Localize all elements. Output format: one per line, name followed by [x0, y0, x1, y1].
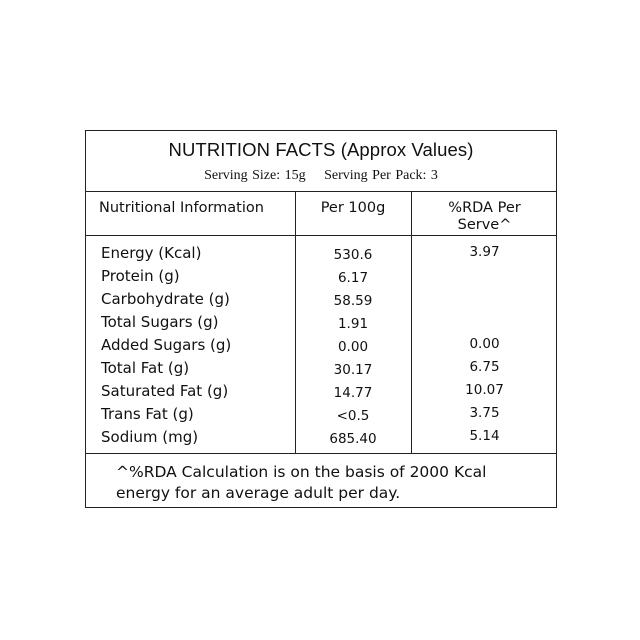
footnote-line1: ^%RDA Calculation is on the basis of 200… [116, 463, 487, 481]
header-rda-per-serve: %RDA Per Serve^ [412, 200, 557, 234]
rda-footnote: ^%RDA Calculation is on the basis of 200… [116, 462, 542, 504]
column-divider-1 [295, 191, 296, 453]
column-divider-2 [411, 191, 412, 453]
nutrient-rda: 6.75 [469, 359, 500, 375]
serving-size: Serving Size: 15g [204, 168, 306, 183]
nutrient-row: Added Sugars (g) 0.00 0.00 [86, 336, 556, 359]
nutrient-rda: 3.97 [469, 244, 500, 260]
nutrient-per-100g: 0.00 [337, 339, 369, 355]
nutrient-row: Carbohydrate (g) 58.59 [86, 290, 556, 313]
nutrient-row: Protein (g) 6.17 [86, 267, 556, 290]
divider-under-serving [86, 191, 556, 192]
nutrient-name: Energy (Kcal) [101, 244, 202, 262]
nutrient-per-100g: 530.6 [333, 247, 373, 263]
nutrient-name: Saturated Fat (g) [101, 382, 229, 400]
nutrient-row: Sodium (mg) 685.40 5.14 [86, 428, 556, 451]
panel-title: NUTRITION FACTS (Approx Values) [168, 139, 474, 160]
nutrient-per-100g: <0.5 [336, 408, 370, 424]
nutrient-name: Total Sugars (g) [101, 313, 219, 331]
header-per-100g: Per 100g [320, 200, 386, 216]
nutrient-name: Added Sugars (g) [101, 336, 232, 354]
nutrient-row: Total Sugars (g) 1.91 [86, 313, 556, 336]
nutrient-row: Total Fat (g) 30.17 6.75 [86, 359, 556, 382]
nutrient-per-100g: 1.91 [337, 316, 369, 332]
divider-under-header [86, 235, 556, 236]
nutrient-rda: 3.75 [469, 405, 500, 421]
nutrient-row: Trans Fat (g) <0.5 3.75 [86, 405, 556, 428]
nutrient-name: Total Fat (g) [101, 359, 190, 377]
nutrient-per-100g: 30.17 [333, 362, 373, 378]
nutrient-per-100g: 6.17 [337, 270, 369, 286]
nutrient-name: Carbohydrate (g) [101, 290, 230, 308]
divider-above-footnote [86, 453, 556, 454]
nutrient-row: Energy (Kcal) 530.6 3.97 [86, 244, 556, 267]
nutrient-name: Sodium (mg) [101, 428, 199, 446]
serving-info: Serving Size: 15g Serving Per Pack: 3 [86, 168, 556, 184]
nutrient-per-100g: 14.77 [333, 385, 373, 401]
nutrient-per-100g: 58.59 [333, 293, 373, 309]
header-rda-line1: %RDA Per [448, 200, 521, 216]
nutrition-facts-panel: NUTRITION FACTS (Approx Values) Serving … [85, 130, 557, 508]
nutrient-name: Trans Fat (g) [101, 405, 194, 423]
nutrient-name: Protein (g) [101, 267, 180, 285]
nutrient-rda: 10.07 [465, 382, 504, 398]
nutrient-rda: 0.00 [469, 336, 500, 352]
footnote-line2: energy for an average adult per day. [116, 484, 401, 502]
nutrient-row: Saturated Fat (g) 14.77 10.07 [86, 382, 556, 405]
nutrient-per-100g: 685.40 [329, 431, 377, 447]
nutrient-rda: 5.14 [469, 428, 500, 444]
header-nutritional-information: Nutritional Information [99, 200, 264, 216]
header-rda-line2: Serve^ [457, 217, 512, 233]
serving-per-pack: Serving Per Pack: 3 [324, 168, 438, 183]
